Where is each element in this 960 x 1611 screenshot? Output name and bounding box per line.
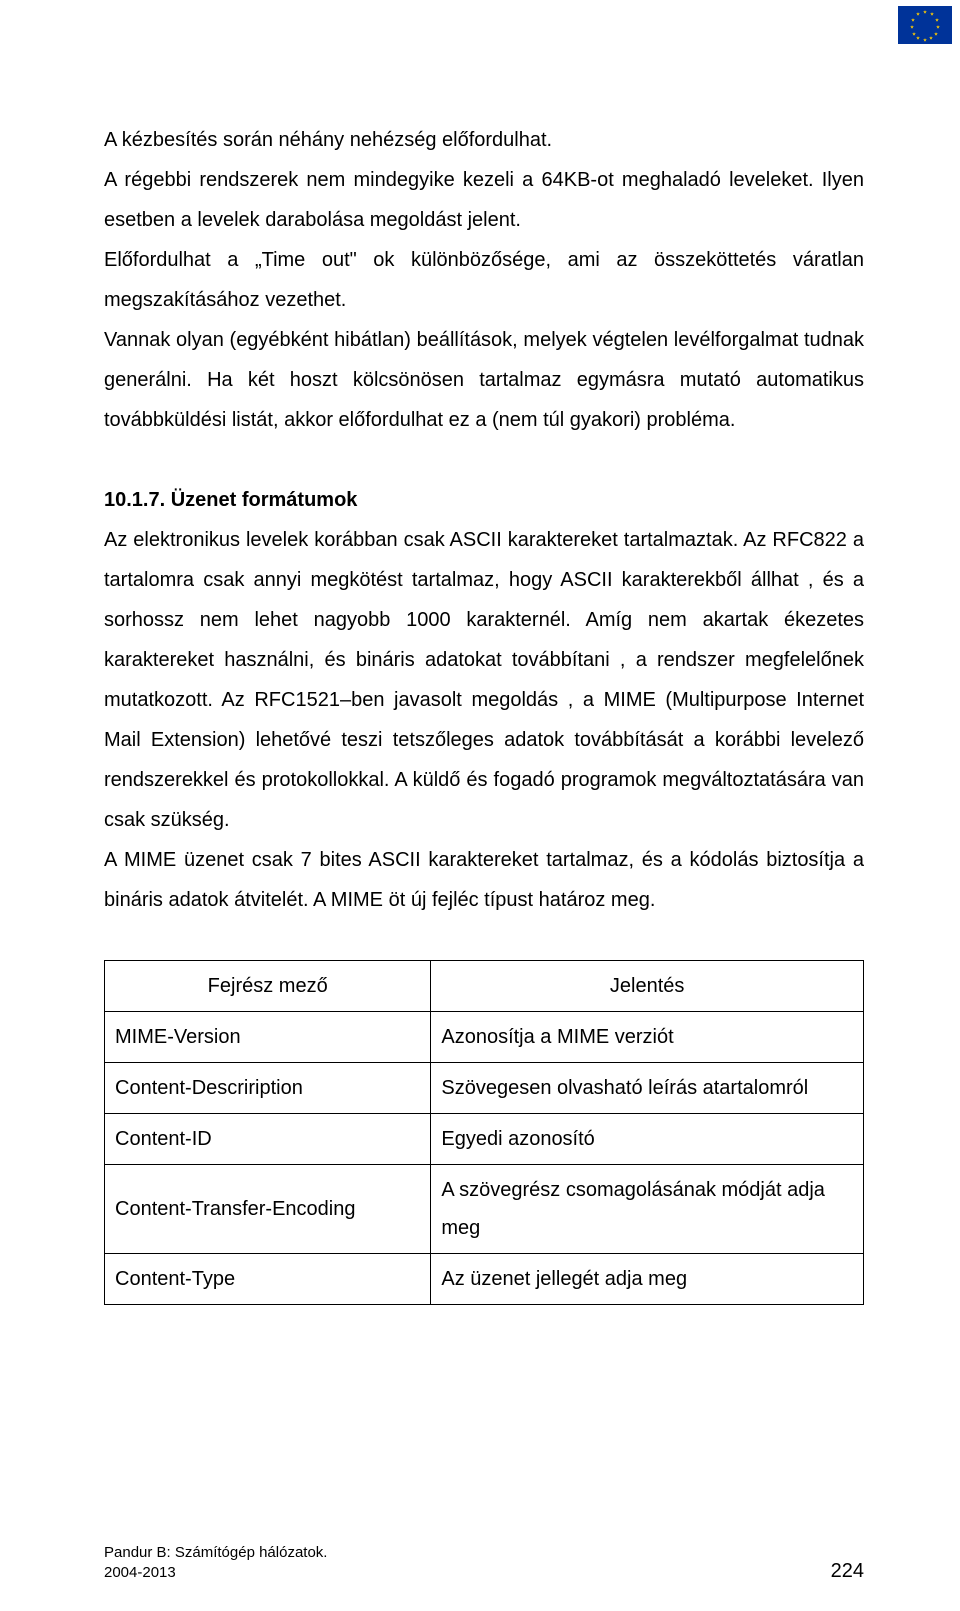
paragraph: Az elektronikus levelek korábban csak AS… (104, 520, 864, 840)
mime-headers-table: Fejrész mező Jelentés MIME-Version Azono… (104, 960, 864, 1305)
table-cell: MIME-Version (105, 1012, 431, 1063)
paragraph: A MIME üzenet csak 7 bites ASCII karakte… (104, 840, 864, 920)
table-row: MIME-Version Azonosítja a MIME verziót (105, 1012, 864, 1063)
table-row: Content-Descriription Szövegesen olvasha… (105, 1063, 864, 1114)
paragraph: A régebbi rendszerek nem mindegyike keze… (104, 160, 864, 240)
table-cell: Egyedi azonosító (431, 1114, 864, 1165)
page-number: 224 (831, 1560, 864, 1583)
footer-author: Pandur B: Számítógép hálózatok. 2004-201… (104, 1543, 327, 1584)
page-footer: Pandur B: Számítógép hálózatok. 2004-201… (104, 1543, 864, 1584)
eu-stars (910, 10, 940, 40)
section-heading: 10.1.7. Üzenet formátumok (104, 480, 864, 520)
table-cell: Content-Type (105, 1254, 431, 1305)
table-cell: Az üzenet jellegét adja meg (431, 1254, 864, 1305)
table-header-row: Fejrész mező Jelentés (105, 961, 864, 1012)
table-cell: Content-Transfer-Encoding (105, 1165, 431, 1254)
table-row: Content-Transfer-Encoding A szövegrész c… (105, 1165, 864, 1254)
paragraph: Előfordulhat a „Time out" ok különbözősé… (104, 240, 864, 320)
table-cell: Azonosítja a MIME verziót (431, 1012, 864, 1063)
footer-years: 2004-2013 (104, 1563, 327, 1583)
table-header-cell: Jelentés (431, 961, 864, 1012)
table-cell: Content-ID (105, 1114, 431, 1165)
document-content: A kézbesítés során néhány nehézség előfo… (104, 120, 864, 1305)
table-cell: A szövegrész csomagolásának módját adja … (431, 1165, 864, 1254)
table-cell: Szövegesen olvasható leírás atartalomról (431, 1063, 864, 1114)
paragraph: A kézbesítés során néhány nehézség előfo… (104, 120, 864, 160)
eu-flag-icon (898, 6, 952, 44)
table-row: Content-Type Az üzenet jellegét adja meg (105, 1254, 864, 1305)
table-header-cell: Fejrész mező (105, 961, 431, 1012)
paragraph: Vannak olyan (egyébként hibátlan) beállí… (104, 320, 864, 440)
table-cell: Content-Descriription (105, 1063, 431, 1114)
footer-author-line: Pandur B: Számítógép hálózatok. (104, 1543, 327, 1563)
table-row: Content-ID Egyedi azonosító (105, 1114, 864, 1165)
